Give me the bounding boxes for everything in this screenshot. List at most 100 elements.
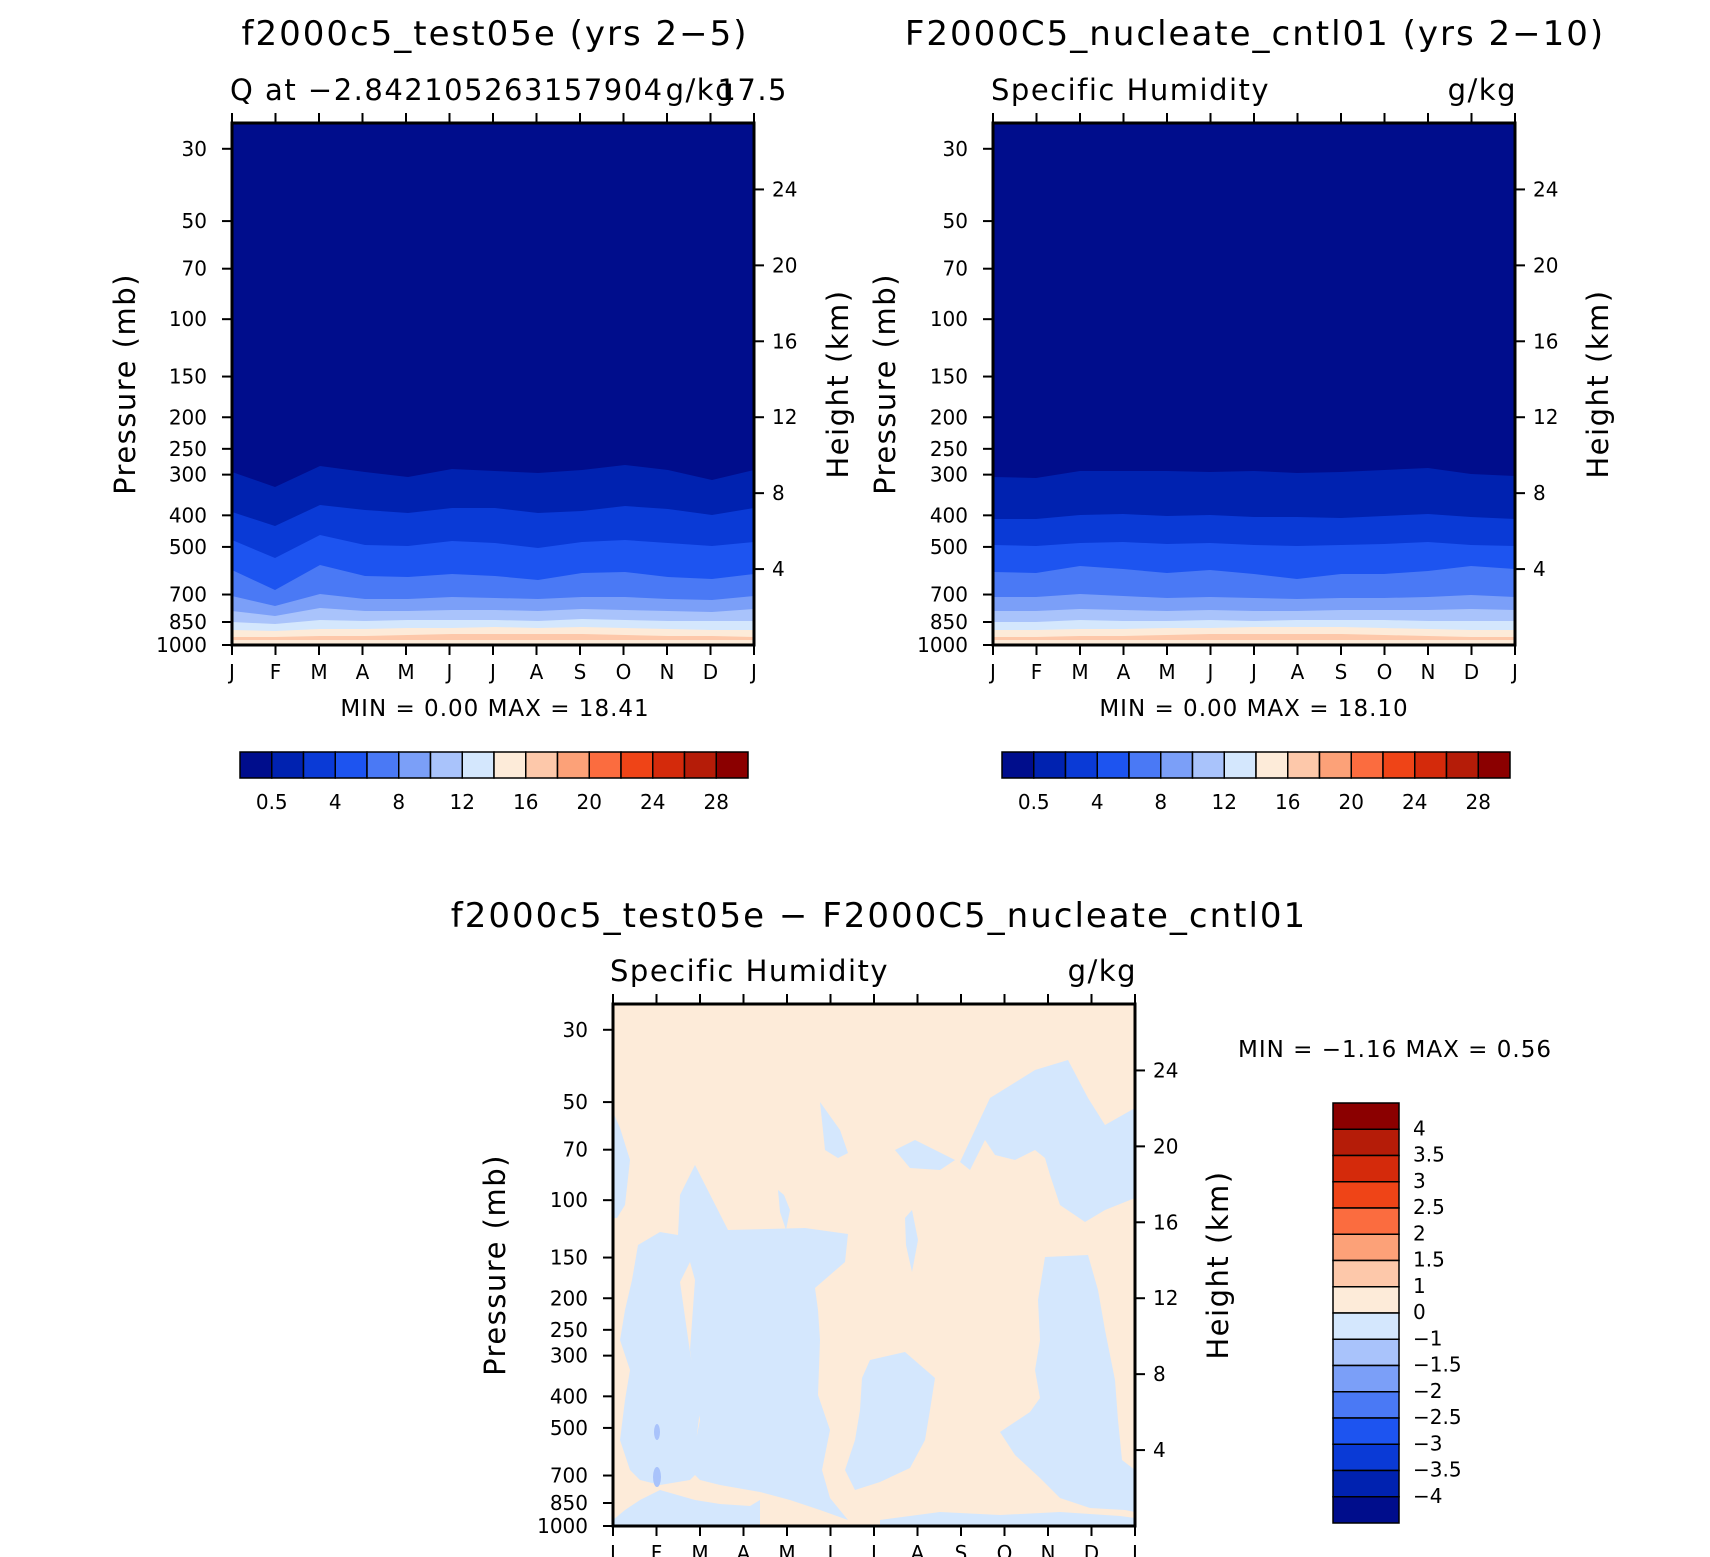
colorbar-label: 8 — [392, 790, 405, 814]
y-tick-label: 150 — [169, 365, 207, 389]
panel1-band-18 — [232, 634, 754, 640]
panel3-negative-area — [880, 1512, 1135, 1526]
colorbar-swatch — [1332, 1496, 1400, 1524]
y-right-tick-label: 16 — [1153, 1210, 1178, 1234]
panel3-negative-area — [778, 1190, 790, 1230]
x-tick-label: J — [227, 660, 235, 684]
colorbar-swatch — [556, 751, 590, 779]
x-tick-label: D — [1464, 660, 1479, 684]
colorbar-label: 12 — [1212, 790, 1237, 814]
y-tick-label: 250 — [930, 437, 968, 461]
y-tick-label: 70 — [563, 1138, 588, 1162]
y-tick-label: 150 — [930, 365, 968, 389]
colorbar-swatch — [620, 751, 654, 779]
colorbar-swatch — [1332, 1338, 1400, 1367]
x-tick-label: O — [1377, 660, 1393, 684]
y-right-tick-label: 20 — [1533, 253, 1558, 277]
colorbar-label: 1 — [1413, 1274, 1426, 1298]
panel3-left-subtitle: Specific Humidity — [610, 954, 889, 988]
y-right-tick-label: 24 — [1533, 177, 1558, 201]
y-tick-label: 1000 — [537, 1514, 588, 1538]
y-right-tick-label: 16 — [1533, 329, 1558, 353]
colorbar-swatch — [1332, 1469, 1400, 1498]
panel2-ylabel: Pressure (mb) — [868, 273, 902, 495]
panel1-ylabel: Pressure (mb) — [108, 273, 142, 495]
y-right-tick-label: 24 — [772, 177, 797, 201]
colorbar-swatch — [302, 751, 336, 779]
colorbar-label: 2 — [1413, 1221, 1426, 1245]
colorbar-swatch — [366, 751, 400, 779]
x-tick-label: J — [1206, 660, 1214, 684]
colorbar-swatch — [1255, 751, 1289, 779]
x-tick-label: N — [1041, 1541, 1056, 1557]
x-tick-label: A — [911, 1541, 925, 1557]
colorbar-swatch — [588, 751, 622, 779]
x-tick-label: O — [616, 660, 632, 684]
x-tick-label: O — [997, 1541, 1013, 1557]
colorbar-label: 20 — [1339, 790, 1364, 814]
y-right-tick-label: 12 — [772, 405, 797, 429]
colorbar-label: −1 — [1413, 1326, 1442, 1350]
panel3-negative-area — [960, 1060, 1135, 1222]
panel2-right-subtitle: g/kg — [1448, 73, 1517, 107]
colorbar-swatch — [1350, 751, 1384, 779]
colorbar-swatch — [1332, 1443, 1400, 1472]
colorbar-swatch — [271, 751, 305, 779]
colorbar-label: −2 — [1413, 1379, 1442, 1403]
panel1-ylabel-right: Height (km) — [821, 289, 855, 478]
x-tick-label: S — [955, 1541, 968, 1557]
panel3-negative-area — [845, 1352, 935, 1490]
x-tick-label: J — [869, 1541, 877, 1557]
colorbar-swatch — [1318, 751, 1352, 779]
panel2-stats: MIN = 0.00 MAX = 18.10 — [1099, 696, 1408, 722]
x-tick-label: S — [574, 660, 587, 684]
y-tick-label: 400 — [169, 503, 207, 527]
y-tick-label: 70 — [182, 257, 207, 281]
x-tick-label: J — [608, 1541, 616, 1557]
x-tick-label: J — [445, 660, 453, 684]
colorbar-label: 0 — [1413, 1300, 1426, 1324]
y-tick-label: 30 — [563, 1018, 588, 1042]
colorbar-label: 0.5 — [1018, 790, 1050, 814]
y-tick-label: 850 — [550, 1491, 588, 1515]
colorbar-label: 16 — [513, 790, 538, 814]
x-tick-label: M — [397, 660, 414, 684]
colorbar-label: 24 — [1402, 790, 1427, 814]
colorbar-swatch — [461, 751, 495, 779]
y-right-tick-label: 8 — [1153, 1362, 1166, 1386]
colorbar-label: 4 — [329, 790, 342, 814]
colorbar-label: −1.5 — [1413, 1353, 1462, 1377]
colorbar-label: 0.5 — [256, 790, 288, 814]
x-tick-label: J — [826, 1541, 834, 1557]
y-tick-label: 850 — [930, 610, 968, 634]
panel1-right-subtitle: g/kg — [666, 73, 735, 107]
colorbar-swatch — [1414, 751, 1448, 779]
panel3-plot — [611, 1002, 1137, 1528]
x-tick-label: A — [1117, 660, 1131, 684]
panel3-negative-area — [613, 1490, 760, 1525]
y-tick-label: 400 — [930, 503, 968, 527]
panel1-stats: MIN = 0.00 MAX = 18.41 — [340, 696, 649, 722]
colorbar-swatch — [1445, 751, 1479, 779]
colorbar-swatch — [1332, 1312, 1400, 1340]
y-tick-label: 30 — [943, 137, 968, 161]
y-tick-label: 250 — [169, 437, 207, 461]
y-tick-label: 300 — [169, 463, 207, 487]
panel3-ylabel: Pressure (mb) — [478, 1154, 512, 1376]
colorbar-swatch — [1191, 751, 1225, 779]
y-tick-label: 250 — [550, 1318, 588, 1342]
panel-cntl01: F2000C5_nucleate_cntl01 (yrs 2−10) Speci… — [868, 14, 1615, 722]
y-tick-label: 200 — [930, 405, 968, 429]
x-tick-label: J — [488, 660, 496, 684]
y-right-tick-label: 20 — [1153, 1134, 1178, 1158]
y-tick-label: 150 — [550, 1246, 588, 1270]
x-tick-label: J — [988, 660, 996, 684]
colorbar-swatch — [1332, 1207, 1400, 1235]
x-tick-label: A — [1291, 660, 1305, 684]
colorbar-swatch — [398, 751, 432, 779]
x-tick-label: F — [651, 1541, 663, 1557]
panel3-title: f2000c5_test05e − F2000C5_nucleate_cntl0… — [451, 896, 1307, 936]
colorbar-label: 28 — [704, 790, 729, 814]
colorbar-label: 28 — [1466, 790, 1491, 814]
